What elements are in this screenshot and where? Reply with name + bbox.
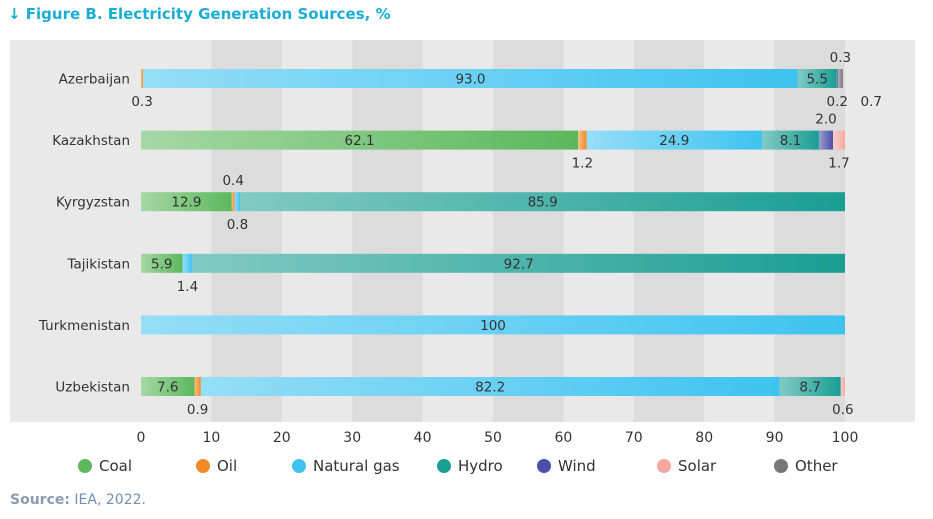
x-tick-label: 100 <box>832 430 859 446</box>
source-text: IEA, 2022. <box>74 492 146 508</box>
legend-swatch <box>774 459 788 473</box>
legend-swatch <box>537 459 551 473</box>
bar-segment <box>840 377 845 396</box>
bar-segment <box>818 130 834 150</box>
category-label: Kyrgyzstan <box>56 195 130 211</box>
bar-chart: Azerbaijan Kazakhstan Kyrgyzstan Tajikistan… <box>10 40 915 446</box>
bar-segment <box>231 192 235 212</box>
bar-segment <box>192 253 846 273</box>
bar-segment <box>578 130 587 150</box>
bar-segment <box>200 377 780 396</box>
bar-segment <box>836 69 839 88</box>
category-label: Kazakhstan <box>52 133 130 149</box>
data-label: 92.7 <box>504 256 534 272</box>
bar-segment <box>797 69 837 88</box>
grid-band <box>633 40 705 422</box>
bar-segment <box>141 315 845 335</box>
legend-label: Natural gas <box>313 457 400 475</box>
bar-segment <box>141 253 183 273</box>
data-label: 5.9 <box>151 256 172 272</box>
bar-segment <box>194 377 201 396</box>
grid-band <box>493 40 564 422</box>
legend-swatch <box>657 459 671 473</box>
bar-segment <box>141 130 579 150</box>
bar-segment <box>143 69 798 88</box>
data-label: 93.0 <box>455 72 485 88</box>
bar-segment <box>761 130 819 150</box>
x-tick-label: 20 <box>273 430 291 446</box>
legend-swatch <box>78 459 92 473</box>
x-tick-label: 80 <box>695 430 713 446</box>
data-label: 0.4 <box>222 173 243 189</box>
data-label: 8.1 <box>780 133 801 149</box>
data-label: 0.8 <box>227 217 248 233</box>
category-label: Tajikistan <box>66 256 130 272</box>
bar-segment <box>833 130 845 150</box>
x-tick-label: 10 <box>202 430 220 446</box>
legend-label: Wind <box>558 457 596 475</box>
data-label: 62.1 <box>345 133 375 149</box>
bar-segment <box>141 192 232 212</box>
bar-segment <box>586 130 762 150</box>
data-label: 5.5 <box>806 72 827 88</box>
data-label: 82.2 <box>475 380 505 396</box>
data-label: 0.9 <box>187 402 208 418</box>
data-label: 1.4 <box>177 279 198 295</box>
plot-panel <box>10 40 915 422</box>
category-label: Azerbaijan <box>59 72 130 88</box>
legend-label: Solar <box>678 457 717 475</box>
data-label: 2.0 <box>815 112 836 128</box>
bar-segment <box>234 192 241 212</box>
data-label: 0.2 <box>827 94 848 110</box>
x-tick-label: 60 <box>554 430 572 446</box>
data-label: 24.9 <box>659 133 689 149</box>
data-label: 85.9 <box>528 195 558 211</box>
bar-segment <box>240 192 845 212</box>
grid-band <box>352 40 423 422</box>
legend-label: Coal <box>99 457 133 475</box>
bar-segment <box>779 377 841 396</box>
data-label: 100 <box>480 318 506 334</box>
legend-label: Other <box>795 457 838 475</box>
x-tick-label: 90 <box>766 430 784 446</box>
data-label: 1.7 <box>828 156 849 172</box>
x-tick-label: 40 <box>414 430 432 446</box>
data-label: 0.6 <box>832 402 853 418</box>
legend-swatch <box>292 459 306 473</box>
data-label: 8.7 <box>799 380 820 396</box>
x-tick-label: 70 <box>625 430 643 446</box>
source-label: Source: <box>10 492 70 508</box>
x-tick-label: 30 <box>343 430 361 446</box>
category-label: Uzbekistan <box>55 380 130 396</box>
figure-title: ↓ Figure B. Electricity Generation Sourc… <box>8 5 391 23</box>
data-label: 0.3 <box>830 50 851 66</box>
bar-segment <box>182 253 193 273</box>
data-label: 12.9 <box>171 195 201 211</box>
legend-swatch <box>437 459 451 473</box>
data-label: 0.3 <box>131 94 152 110</box>
data-label: 0.7 <box>861 94 882 110</box>
bar-segment <box>141 377 195 396</box>
bar-segment <box>837 69 843 88</box>
category-label: Turkmenistan <box>38 318 130 334</box>
data-label: 7.6 <box>157 380 178 396</box>
bar-segment <box>141 69 144 88</box>
source-note: Source: IEA, 2022. <box>10 492 146 508</box>
legend-swatch <box>196 459 210 473</box>
grid-band <box>211 40 282 422</box>
legend-label: Oil <box>217 457 238 475</box>
x-tick-label: 0 <box>137 430 146 446</box>
grid-band <box>774 40 845 422</box>
x-tick-label: 50 <box>484 430 502 446</box>
legend-label: Hydro <box>458 457 503 475</box>
data-label: 1.2 <box>572 156 593 172</box>
